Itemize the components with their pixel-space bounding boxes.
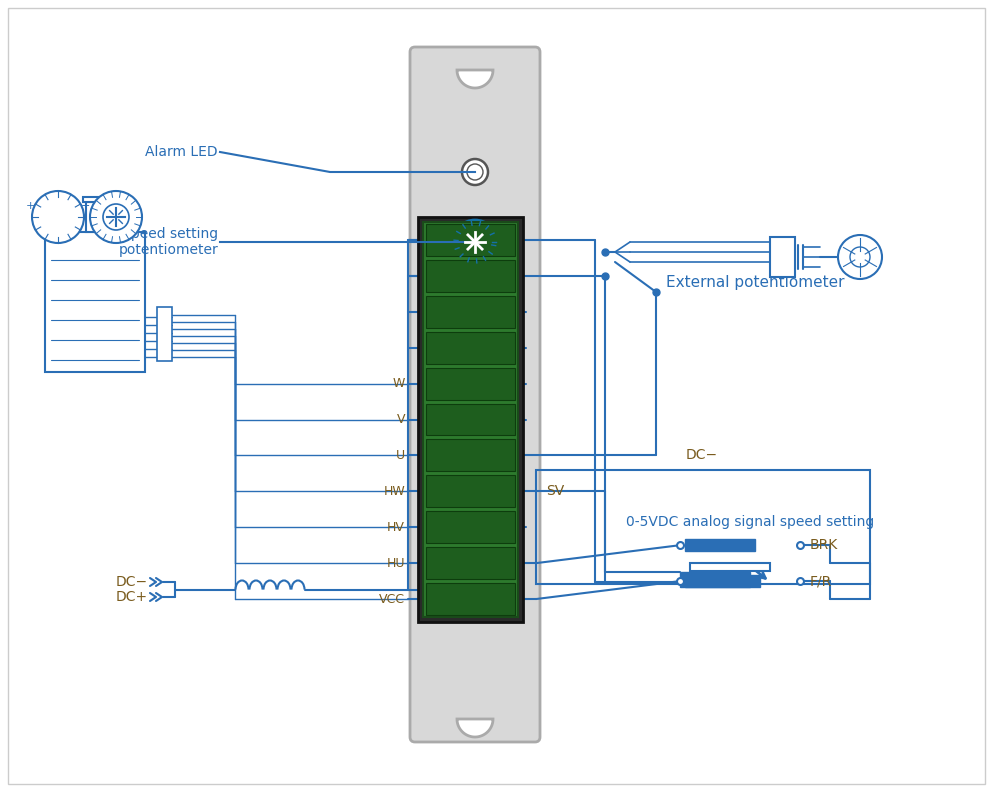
Bar [426, 260, 515, 291]
Bar [426, 404, 515, 436]
Bar [426, 296, 515, 328]
Bar [83, 197, 107, 202]
FancyBboxPatch shape [410, 47, 540, 742]
Text: DC−: DC− [686, 448, 718, 463]
Circle shape [461, 228, 489, 256]
Bar [423, 222, 518, 617]
Bar [536, 470, 870, 584]
Text: DC+: DC+ [116, 590, 148, 604]
Bar [685, 575, 760, 587]
Circle shape [90, 191, 142, 243]
Polygon shape [457, 719, 493, 737]
Bar [680, 572, 750, 587]
Bar [45, 232, 145, 372]
Text: BRK: BRK [810, 539, 838, 552]
Text: W: W [392, 377, 405, 390]
Text: DC−: DC− [116, 575, 148, 589]
Bar [426, 583, 515, 615]
Text: VCC: VCC [379, 592, 405, 606]
Text: RV speed setting: RV speed setting [101, 227, 218, 241]
Bar [685, 539, 755, 551]
Bar [157, 307, 172, 361]
Text: Alarm LED: Alarm LED [145, 145, 218, 159]
Bar [770, 237, 795, 277]
Bar [426, 367, 515, 399]
Text: potentiometer: potentiometer [118, 243, 218, 257]
Bar [86, 202, 104, 232]
Circle shape [453, 220, 497, 264]
Text: V: V [396, 413, 405, 426]
Bar [426, 547, 515, 579]
Circle shape [838, 235, 882, 279]
Text: SPEED: SPEED [47, 210, 70, 215]
Bar [426, 332, 515, 364]
Circle shape [850, 247, 870, 267]
Text: +: + [25, 201, 35, 211]
Circle shape [32, 191, 84, 243]
Text: HU: HU [386, 557, 405, 569]
Bar [426, 512, 515, 543]
Circle shape [103, 204, 129, 230]
Text: HV: HV [387, 520, 405, 534]
Bar [690, 563, 770, 571]
Bar [418, 217, 523, 622]
Text: SV: SV [546, 485, 564, 498]
Circle shape [462, 159, 488, 185]
Text: External potentiometer: External potentiometer [665, 275, 844, 290]
Bar [426, 440, 515, 471]
Text: 0-5VDC analog signal speed setting: 0-5VDC analog signal speed setting [626, 515, 874, 529]
Bar [426, 475, 515, 507]
Text: U: U [396, 449, 405, 462]
Polygon shape [457, 70, 493, 88]
Text: HW: HW [383, 485, 405, 498]
Text: −: − [81, 201, 90, 211]
Text: F/R: F/R [810, 574, 832, 588]
Bar [426, 224, 515, 256]
